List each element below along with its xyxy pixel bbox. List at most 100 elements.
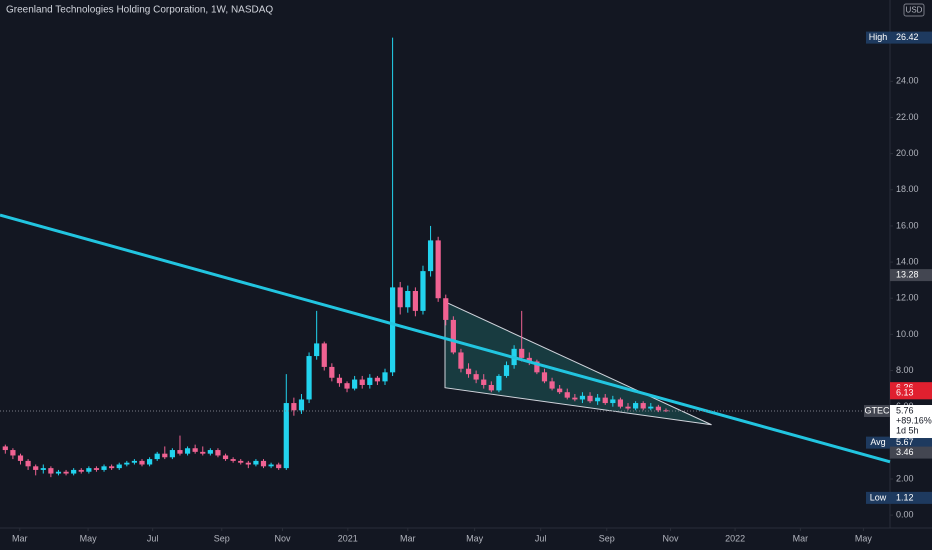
x-tick-label: May [80,533,98,543]
candle-body [169,450,175,458]
candle-body [405,290,411,308]
candle-body [572,397,578,400]
candle-body [17,455,24,461]
candle-body [314,343,320,357]
candle-body [93,468,100,470]
price-label-name-box [866,491,890,504]
candle-body [450,319,456,353]
candle-body [55,471,62,474]
candle-body [595,397,601,402]
currency[interactable]: USD [906,6,923,15]
candle-body [519,348,525,358]
candle-body [412,290,418,311]
candle-body [503,365,510,376]
price-label-box [890,491,932,504]
candle-body [124,462,130,465]
candle-body [101,466,107,470]
candle-body [640,403,646,409]
x-tick-label: Nov [663,533,680,543]
price-label-name: Avg [870,437,885,447]
candle-body [488,384,494,391]
candle-body [291,403,297,411]
candle-body [390,287,396,373]
x-tick-label: Mar [12,533,28,543]
candle-body [63,471,69,474]
x-tick-label: Sep [599,533,615,543]
candle-body [321,343,327,367]
candle-body [397,287,403,308]
x-tick-label: Mar [793,533,809,543]
price-label-box [890,446,932,459]
price-label: 13.28 [896,269,919,279]
candle-body [587,395,593,402]
candle-body [215,450,221,456]
x-tick-label: May [855,533,873,543]
candle-body [230,459,236,461]
candle-body [48,468,54,474]
candle-body [33,466,39,470]
candle-body [435,240,441,299]
candle-body [352,379,358,389]
candle-body [146,459,153,465]
x-tick-label: Nov [274,533,291,543]
candle-body [283,403,289,469]
y-tick-label: 12.00 [896,293,919,303]
candle-body [534,361,540,373]
x-tick-label: 2021 [338,533,358,543]
candle-body [139,460,145,465]
candle-body [162,453,168,458]
price-label-box [890,31,932,44]
candle-body [336,377,343,384]
candle-body [602,397,608,404]
candle-body [207,450,213,454]
candle-body [177,450,183,454]
price-label-box [890,387,932,400]
candle-body [40,468,46,470]
candle-body [200,451,206,454]
last-price-box [890,405,932,439]
y-tick-label: 0.00 [896,509,914,519]
candle-body [344,383,350,389]
candle-body [610,399,616,404]
candle-body [222,455,229,460]
candle-body [473,374,479,380]
candle-body [617,399,624,407]
candle-body [579,395,586,400]
price-label: 3.46 [896,447,914,457]
candle-body [78,469,84,472]
candle-body [329,366,335,378]
candle-body [184,448,191,454]
price-label-name-box [866,31,890,44]
price-label: 5.67 [896,437,914,447]
x-tick-label: May [466,533,484,543]
candle-body [382,372,388,382]
last-price: 5.76 [896,405,914,415]
candle-body [109,466,115,469]
candle-body [298,399,305,411]
candle-body [71,469,77,474]
candle-body [86,468,92,472]
candle-body [306,356,312,400]
y-tick-label: 14.00 [896,256,919,266]
price-label-name: High [869,32,888,42]
y-tick-label: 24.00 [896,76,919,86]
candle-body [481,379,487,385]
symbol-box [864,405,890,418]
candle-body [427,240,434,272]
candle-body [663,410,669,412]
price-label-box [890,436,932,449]
x-tick-label: 2022 [725,533,745,543]
candle-body [648,406,654,409]
candle-body [154,453,160,460]
candle-body [420,271,426,311]
candle-body [655,406,661,411]
candle-body [131,460,138,463]
currency-box[interactable] [903,3,925,17]
y-tick-label: 8.00 [896,365,914,375]
candle-body [268,464,274,467]
candle-body [238,460,244,463]
y-tick-label: 22.00 [896,112,919,122]
candle-body [443,298,449,320]
